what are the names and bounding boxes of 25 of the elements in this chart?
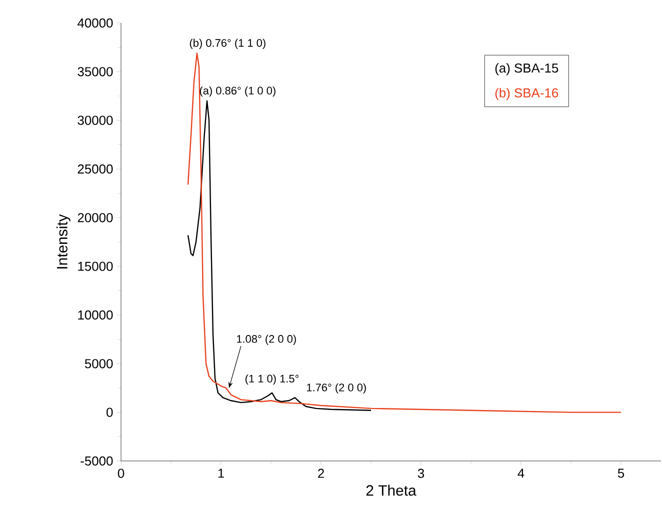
annotation: 1.76° (2 0 0) — [307, 383, 366, 394]
text: (b) SBA-16 — [495, 88, 558, 100]
annotation: (1 1 0) 1.5° — [246, 374, 298, 385]
y-tick-label: 20000 — [78, 213, 113, 222]
x-tick-label: 5 — [618, 468, 624, 478]
annotation: 1.08° (2 0 0) — [237, 334, 296, 345]
y-tick-label: 0 — [106, 408, 113, 417]
text: (a) SBA-15 — [495, 63, 558, 76]
annotation: (b) 0.76° (1 1 0) — [190, 38, 266, 49]
y-tick-label: 25000 — [78, 164, 113, 174]
y-tick-label: -5000 — [80, 456, 113, 466]
y-tick-label: 40000 — [78, 18, 113, 28]
x-axis-title: 2 Theta — [366, 484, 416, 496]
y-tick-label: 35000 — [78, 67, 113, 76]
x-tick-label: 0 — [118, 468, 124, 478]
y-tick-label: 10000 — [78, 310, 113, 320]
y-tick-label: 15000 — [78, 262, 113, 271]
y-tick-label: 5000 — [84, 359, 113, 368]
x-tick-label: 3 — [418, 468, 424, 478]
x-tick-label: 4 — [518, 468, 524, 478]
y-axis-title: Intensity — [56, 214, 70, 268]
x-tick-label: 2 — [318, 468, 324, 478]
line-series — [187, 100, 372, 411]
y-tick-label: 30000 — [78, 116, 113, 125]
x-tick-label: 1 — [218, 468, 224, 478]
